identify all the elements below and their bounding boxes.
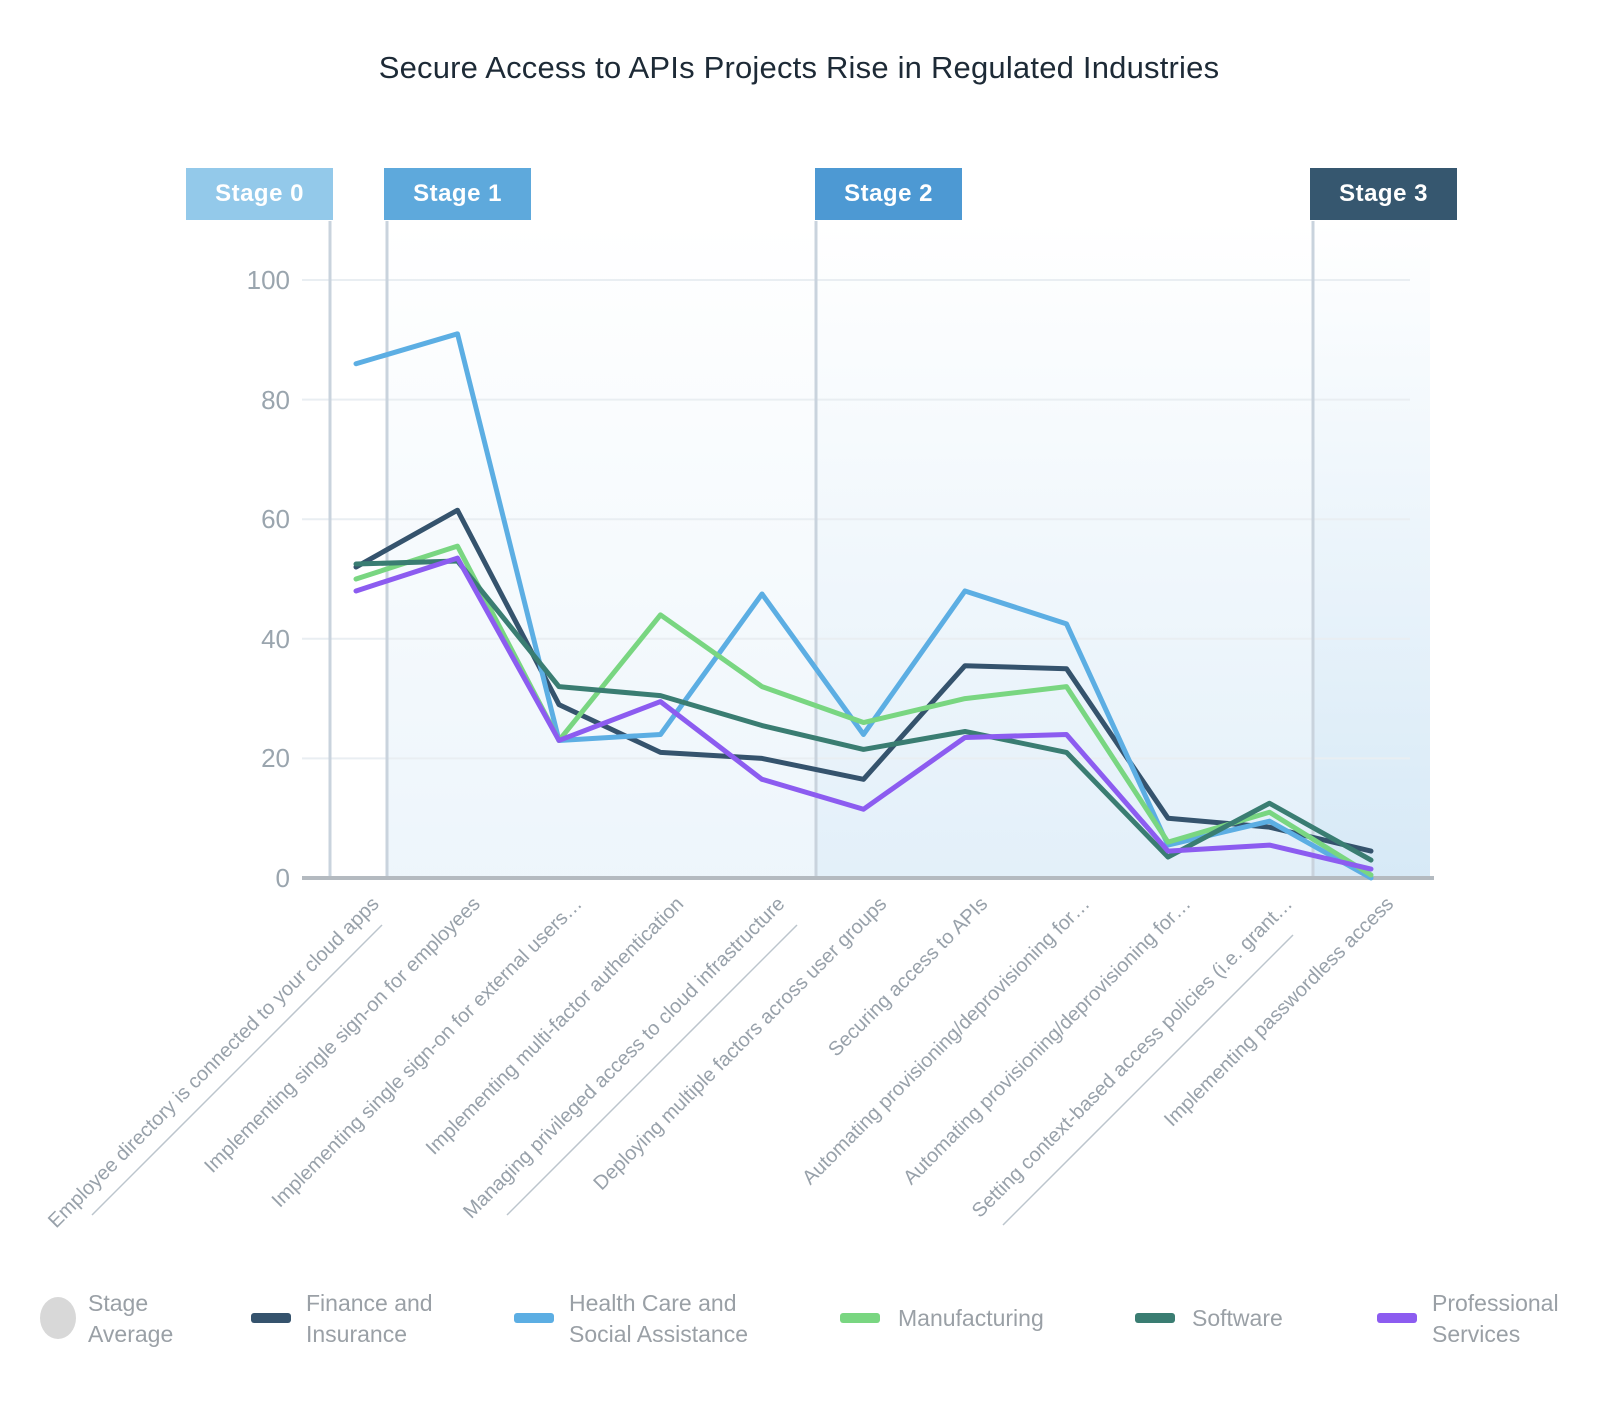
stage-label-text: Stage 3: [1339, 180, 1428, 207]
chart-title: Secure Access to APIs Projects Rise in R…: [378, 50, 1220, 85]
stage-separator-line: [91, 924, 383, 1216]
stage-label-3: Stage 3: [1310, 168, 1457, 220]
y-tick-label: 60: [261, 504, 290, 535]
legend-dash-marker-icon: [1377, 1313, 1417, 1323]
y-tick-label: 100: [246, 265, 290, 295]
legend-label: Stage Average: [88, 1290, 174, 1347]
legend-label: Finance and Insurance: [306, 1290, 433, 1347]
legend-dash-marker-icon: [514, 1313, 554, 1323]
stage-separator-line: [1002, 934, 1294, 1226]
y-tick-label: 0: [275, 863, 290, 893]
stage-region-shading: [816, 221, 1313, 878]
stage-region-shading: [1313, 221, 1430, 878]
legend-label: Manufacturing: [898, 1305, 1044, 1331]
legend-dash-marker-icon: [251, 1313, 291, 1323]
legend-dash-marker-icon: [840, 1313, 880, 1323]
series-line-finance-and-insurance[interactable]: [353, 507, 1374, 854]
y-tick-label: 40: [261, 623, 290, 654]
legend-label: Software: [1192, 1305, 1283, 1331]
y-tick-label: 80: [261, 384, 290, 415]
legend-circle-marker-icon: [40, 1297, 76, 1339]
stage-label-text: Stage 2: [844, 180, 933, 207]
legend-label: Professional Services: [1432, 1290, 1559, 1347]
stage-label-text: Stage 0: [215, 180, 304, 207]
stage-label-0: Stage 0: [186, 168, 333, 220]
legend-dash-marker-icon: [1135, 1313, 1175, 1323]
series-line-professional-services[interactable]: [353, 555, 1374, 872]
series-line-software[interactable]: [353, 558, 1374, 863]
stage-label-text: Stage 1: [413, 180, 502, 207]
legend-label: Health Care and Social Assistance: [569, 1290, 748, 1347]
y-tick-label: 20: [261, 743, 290, 774]
stage-separator-line: [506, 924, 798, 1216]
stage-label-2: Stage 2: [815, 168, 962, 220]
stage-label-1: Stage 1: [384, 168, 531, 220]
